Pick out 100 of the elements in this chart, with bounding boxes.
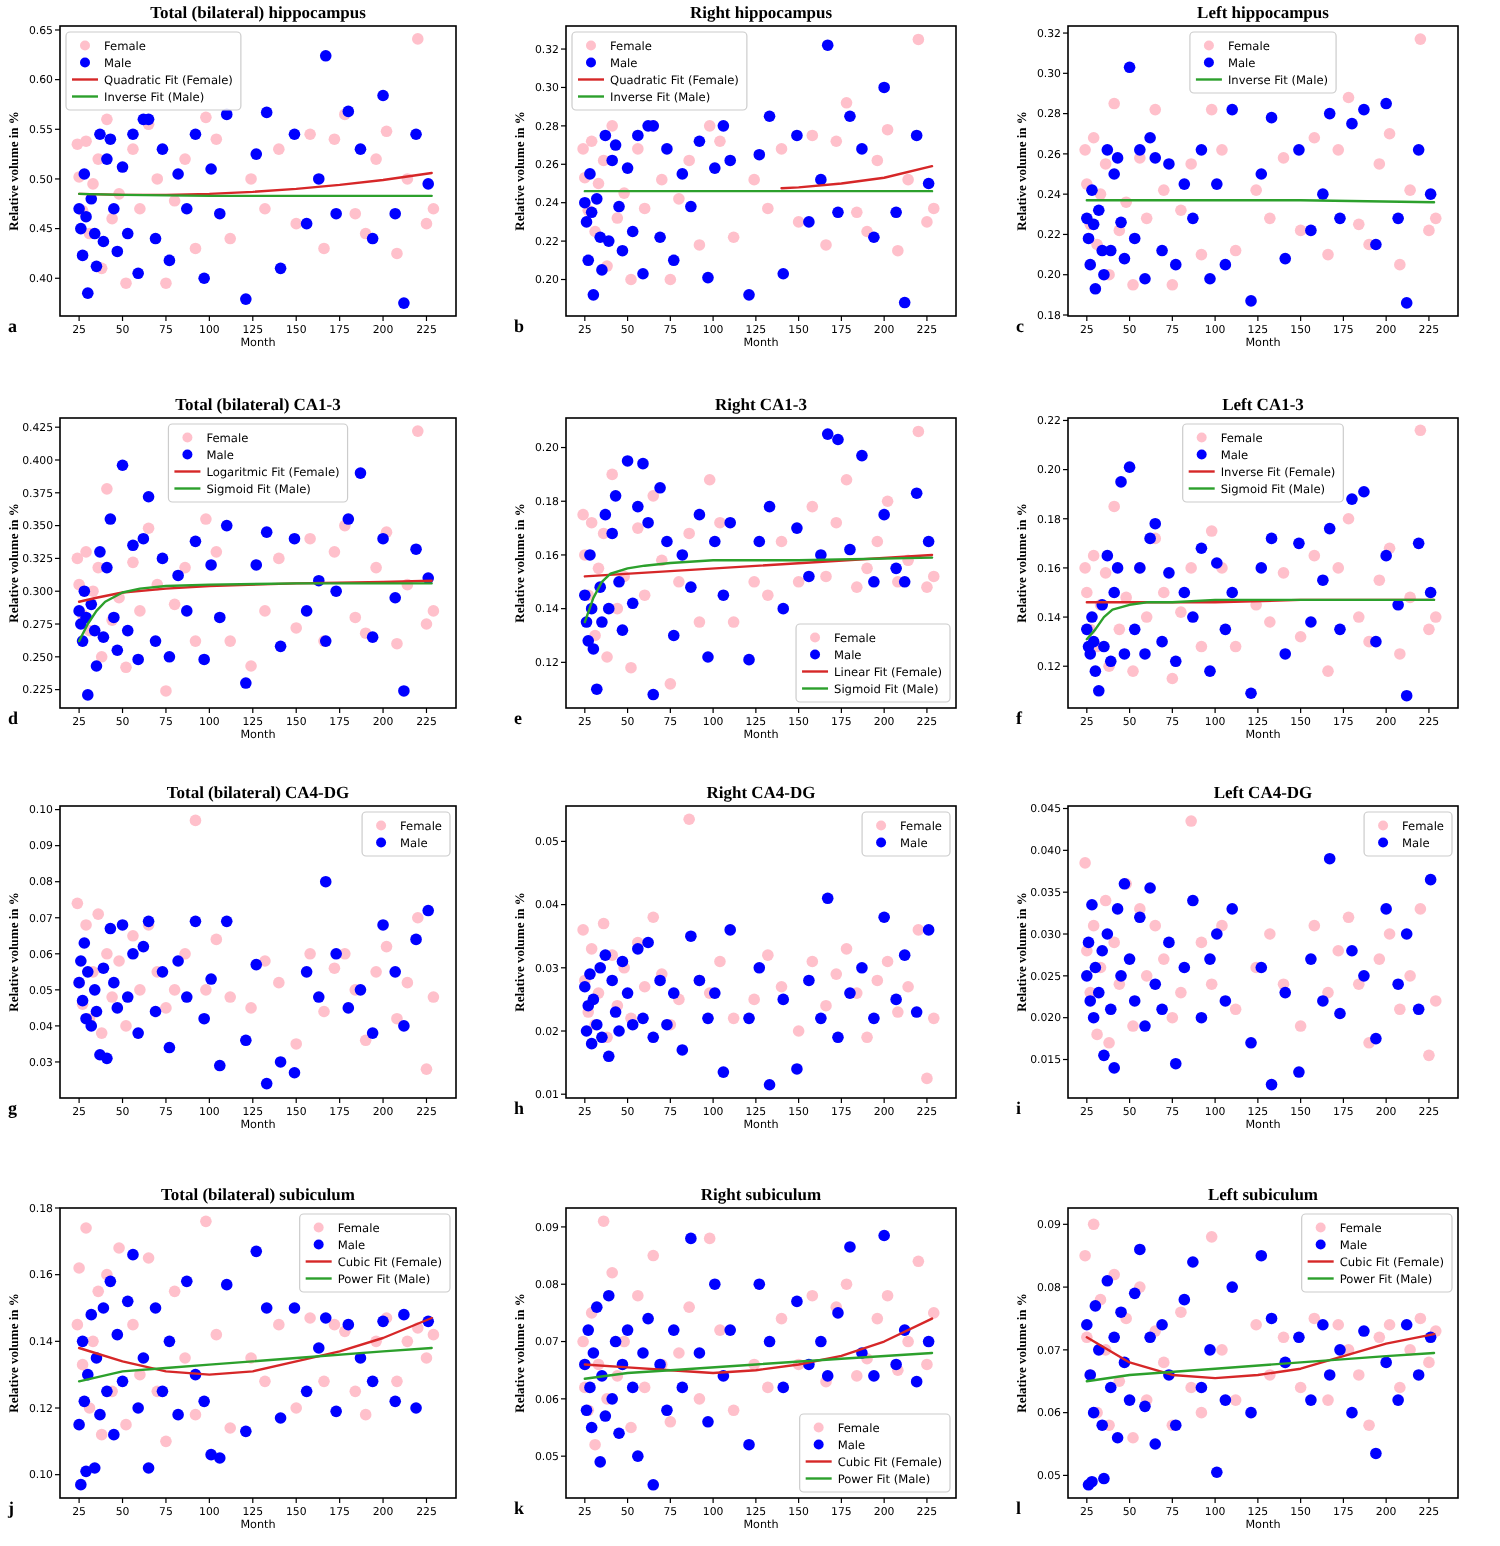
point	[274, 1412, 287, 1424]
point	[1400, 928, 1413, 940]
point	[1424, 188, 1437, 200]
point	[411, 911, 424, 924]
point	[585, 135, 598, 148]
point	[902, 980, 914, 993]
chart-title: Total (bilateral) hippocampus	[150, 2, 368, 22]
point	[638, 589, 651, 602]
point	[1140, 611, 1153, 623]
point	[1140, 212, 1153, 225]
point	[149, 232, 162, 245]
point	[1195, 1011, 1208, 1024]
point	[1277, 567, 1290, 579]
point	[389, 591, 402, 604]
point	[137, 1352, 150, 1364]
point	[113, 955, 125, 967]
point	[1414, 903, 1427, 915]
point	[92, 1285, 105, 1298]
point	[892, 244, 904, 257]
point	[1380, 549, 1392, 562]
point	[240, 1425, 252, 1438]
point	[1139, 1020, 1151, 1032]
point	[606, 1266, 618, 1279]
point	[587, 1347, 600, 1359]
point	[775, 143, 788, 155]
text: k	[514, 1498, 525, 1518]
point	[88, 624, 101, 637]
point	[198, 1012, 210, 1025]
point	[349, 1385, 362, 1398]
point	[420, 618, 433, 630]
point	[121, 1295, 134, 1308]
point	[1084, 995, 1097, 1007]
point	[1265, 1078, 1278, 1091]
point	[661, 535, 673, 548]
point	[1308, 131, 1321, 144]
point	[579, 980, 591, 993]
point	[1400, 297, 1413, 309]
point	[878, 1229, 890, 1242]
point	[354, 467, 367, 479]
point	[714, 516, 726, 529]
point	[1195, 144, 1208, 156]
point	[213, 207, 226, 220]
point	[594, 962, 607, 974]
point	[647, 688, 660, 701]
point	[881, 1289, 894, 1302]
point	[85, 1308, 98, 1321]
point	[1245, 1406, 1257, 1419]
point	[616, 244, 629, 257]
point	[1305, 224, 1317, 237]
point	[1166, 1011, 1179, 1024]
point	[312, 1342, 325, 1354]
point	[1370, 1447, 1382, 1460]
point	[127, 929, 139, 942]
point	[763, 500, 776, 513]
text: f	[1016, 708, 1024, 728]
point	[601, 651, 613, 663]
point	[844, 987, 856, 999]
point	[585, 943, 598, 955]
point	[80, 210, 92, 223]
point	[815, 173, 827, 186]
point	[260, 1302, 273, 1314]
point	[1370, 1032, 1382, 1045]
point	[380, 125, 393, 138]
point	[830, 516, 843, 529]
point	[391, 637, 403, 650]
point	[1429, 611, 1442, 623]
point	[391, 247, 403, 260]
point	[585, 516, 598, 529]
point	[273, 143, 285, 155]
point	[116, 459, 129, 472]
point	[88, 227, 101, 240]
point	[912, 33, 925, 46]
point	[1293, 537, 1305, 550]
point	[330, 948, 342, 960]
point	[1187, 1256, 1199, 1268]
point	[871, 535, 884, 548]
point	[1101, 549, 1114, 562]
point	[160, 1002, 172, 1014]
point	[791, 129, 803, 142]
point	[762, 1381, 774, 1394]
text: h	[514, 1098, 525, 1118]
point	[1166, 672, 1179, 685]
point	[927, 1012, 940, 1025]
point	[90, 660, 103, 672]
point	[101, 1052, 113, 1065]
point	[791, 522, 803, 534]
point	[274, 1056, 287, 1068]
point	[366, 1027, 379, 1039]
point	[683, 154, 695, 167]
point	[1322, 665, 1334, 677]
point	[1294, 224, 1307, 237]
point	[1352, 611, 1365, 623]
point	[637, 457, 649, 470]
point	[582, 254, 595, 267]
point	[330, 1405, 342, 1418]
point	[1255, 1249, 1268, 1262]
point	[577, 924, 589, 936]
point	[1175, 204, 1187, 217]
point	[318, 242, 330, 255]
point	[632, 943, 644, 955]
